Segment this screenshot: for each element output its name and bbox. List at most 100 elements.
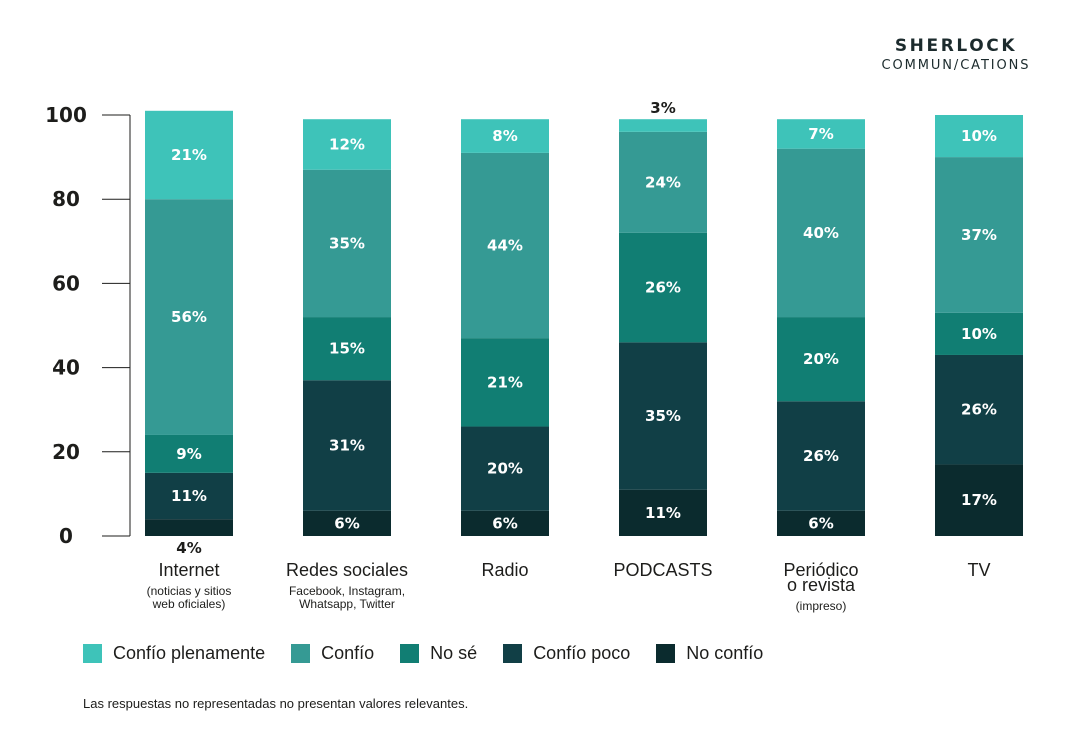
category-label: Redes sociales — [286, 560, 408, 580]
footnote: Las respuestas no representadas no prese… — [83, 696, 469, 711]
bar-segment — [303, 317, 391, 381]
category-sublabel: web oficiales) — [152, 597, 226, 611]
data-label: 8% — [492, 127, 517, 145]
legend-item: No sé — [400, 643, 477, 664]
bar-segment — [145, 110, 233, 200]
bar-segment — [461, 426, 549, 511]
bar-segment — [935, 354, 1023, 465]
data-label: 10% — [961, 325, 997, 343]
bar-segment — [145, 434, 233, 473]
data-label: 26% — [645, 279, 681, 297]
legend-label: No confío — [686, 643, 764, 663]
legend-swatch — [83, 644, 102, 663]
y-axis: 0 20 40 60 80 100 — [45, 103, 131, 548]
bar-segment — [145, 472, 233, 520]
data-label: 6% — [492, 514, 517, 532]
data-label: 21% — [487, 373, 523, 391]
data-label: 11% — [645, 504, 681, 522]
legend-label: Confío poco — [533, 643, 631, 663]
data-label: 26% — [803, 447, 839, 465]
data-label: 15% — [329, 340, 365, 358]
data-label: 9% — [176, 445, 201, 463]
data-label: 26% — [961, 401, 997, 419]
brand-name: SHERLOCK — [894, 36, 1018, 56]
bar-segment — [777, 510, 865, 536]
y-tick-label: 0 — [59, 524, 73, 548]
data-label: 21% — [171, 146, 207, 164]
bar-segment — [619, 232, 707, 343]
legend-item: Confío poco — [503, 643, 630, 664]
bar-segment — [619, 131, 707, 233]
bar-segment — [461, 510, 549, 536]
bar-segment — [461, 338, 549, 427]
data-label: 4% — [176, 539, 201, 557]
legend-item: Confío — [291, 643, 374, 664]
bar-segment — [145, 199, 233, 435]
legend-label: Confío plenamente — [113, 643, 266, 663]
data-label: 12% — [329, 135, 365, 153]
brand-logo: SHERLOCK COMMUN/CATIONS — [866, 36, 1046, 73]
data-label: 56% — [171, 308, 207, 326]
legend-label: No sé — [430, 643, 478, 663]
data-label: 31% — [329, 436, 365, 454]
category-sublabel: Facebook, Instagram, — [289, 584, 405, 598]
data-label: 37% — [961, 226, 997, 244]
data-label: 44% — [487, 237, 523, 255]
bar-segment — [303, 119, 391, 170]
data-label: 10% — [961, 127, 997, 145]
legend-item: No confío — [656, 643, 763, 664]
data-label: 6% — [808, 514, 833, 532]
bar-segment — [303, 169, 391, 318]
bar-segment — [777, 119, 865, 149]
legend: Confío plenamente Confío No sé Confío poco N… — [83, 643, 789, 664]
bar-segment — [619, 119, 707, 132]
legend-swatch — [503, 644, 523, 663]
data-label: 6% — [334, 514, 359, 532]
bar-segment — [145, 519, 233, 536]
data-label: 35% — [645, 407, 681, 425]
bar-segment — [935, 115, 1023, 158]
legend-swatch — [656, 644, 676, 663]
category-sublabel: (noticias y sitios — [147, 584, 232, 598]
legend-item: Confío plenamente — [83, 643, 265, 664]
data-label: 35% — [329, 234, 365, 252]
category-label: PODCASTS — [613, 560, 712, 580]
bar-segment — [303, 380, 391, 511]
bar-segment — [777, 148, 865, 318]
legend-label: Confío — [321, 643, 375, 663]
bar-segment — [935, 157, 1023, 313]
data-label: 40% — [803, 224, 839, 242]
bar-segment — [935, 312, 1023, 355]
category-label: Internet — [158, 560, 219, 580]
bar-segment — [461, 119, 549, 153]
category-sublabel: (impreso) — [796, 599, 847, 613]
category-label: o revista — [787, 575, 856, 595]
legend-swatch — [400, 644, 420, 663]
bar-segment — [777, 317, 865, 402]
data-label: 17% — [961, 491, 997, 509]
bar-segment — [619, 489, 707, 536]
bar-segment — [303, 510, 391, 536]
y-tick-label: 20 — [52, 440, 80, 464]
y-tick-label: 60 — [52, 271, 80, 295]
data-label: 20% — [803, 350, 839, 368]
bar-segment — [777, 401, 865, 511]
category-label: Periódico — [783, 560, 858, 580]
data-label: 24% — [645, 173, 681, 191]
y-tick-label: 40 — [52, 356, 80, 380]
bar-segment — [935, 464, 1023, 536]
brand-tagline: COMMUN/CATIONS — [881, 58, 1031, 73]
stacked-bar-chart: 0 20 40 60 80 100 4% 11% 9% 56% 21% 6% 31% 15% 35% 12%… — [45, 99, 1023, 613]
y-tick-label: 80 — [52, 187, 80, 211]
category-label: Radio — [481, 560, 528, 580]
data-label: 20% — [487, 460, 523, 478]
data-label: 7% — [808, 125, 833, 143]
bar-segment — [461, 152, 549, 339]
y-tick-label: 100 — [45, 103, 87, 127]
data-label: 11% — [171, 487, 207, 505]
bar-segment — [619, 342, 707, 490]
category-sublabel: Whatsapp, Twitter — [299, 597, 395, 611]
bars: 4% 11% 9% 56% 21% 6% 31% 15% 35% 12% 6% 20% 21% 44% 8%… — [145, 99, 1023, 557]
legend-swatch — [291, 644, 311, 663]
